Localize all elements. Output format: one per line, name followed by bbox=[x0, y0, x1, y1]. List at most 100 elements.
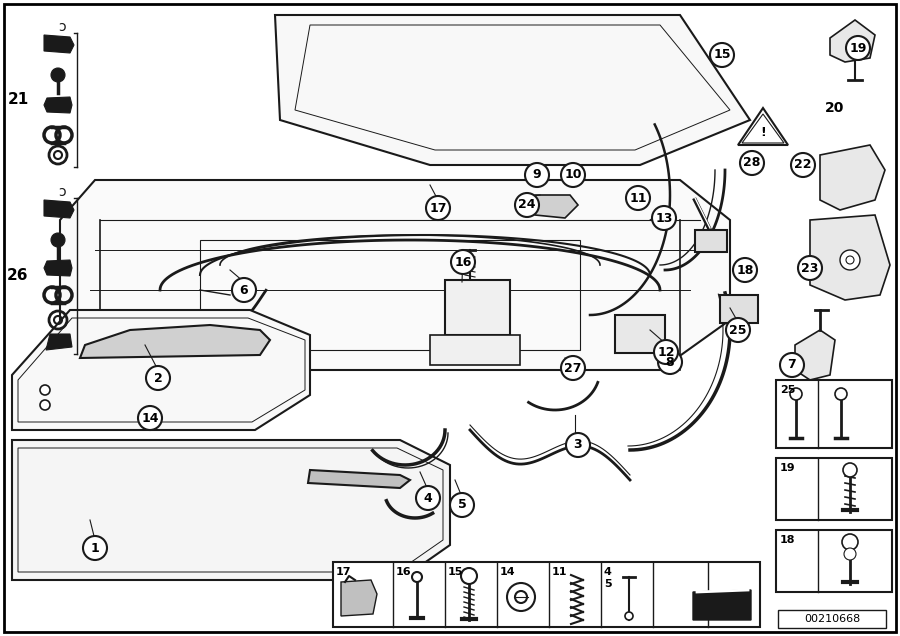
Text: 8: 8 bbox=[666, 356, 674, 368]
Circle shape bbox=[461, 568, 477, 584]
Polygon shape bbox=[275, 15, 750, 165]
Circle shape bbox=[654, 340, 678, 364]
Text: 4: 4 bbox=[424, 492, 432, 504]
Circle shape bbox=[561, 356, 585, 380]
Bar bbox=[776, 530, 892, 592]
Circle shape bbox=[451, 250, 475, 274]
Circle shape bbox=[416, 486, 440, 510]
Polygon shape bbox=[44, 97, 72, 113]
Circle shape bbox=[658, 350, 682, 374]
Circle shape bbox=[791, 153, 815, 177]
Circle shape bbox=[138, 406, 162, 430]
Circle shape bbox=[561, 163, 585, 187]
Text: 14: 14 bbox=[500, 567, 516, 577]
Circle shape bbox=[840, 250, 860, 270]
Text: 14: 14 bbox=[141, 411, 158, 424]
Text: 11: 11 bbox=[552, 567, 568, 577]
Text: !: ! bbox=[760, 127, 766, 139]
Circle shape bbox=[710, 43, 734, 67]
Text: 25: 25 bbox=[780, 385, 796, 395]
Circle shape bbox=[846, 256, 854, 264]
Text: 4
5: 4 5 bbox=[604, 567, 612, 588]
Circle shape bbox=[450, 493, 474, 517]
Bar bbox=[720, 295, 758, 323]
Polygon shape bbox=[830, 20, 875, 62]
Polygon shape bbox=[44, 35, 74, 53]
Text: 21: 21 bbox=[7, 92, 29, 107]
Circle shape bbox=[507, 583, 535, 611]
Circle shape bbox=[146, 366, 170, 390]
Text: 20: 20 bbox=[825, 101, 845, 115]
Circle shape bbox=[726, 318, 750, 342]
Circle shape bbox=[652, 206, 676, 230]
Text: ↄ: ↄ bbox=[58, 185, 66, 199]
Text: 22: 22 bbox=[794, 158, 812, 172]
Circle shape bbox=[625, 612, 633, 620]
Text: 28: 28 bbox=[743, 156, 760, 170]
Circle shape bbox=[515, 591, 527, 603]
Polygon shape bbox=[308, 470, 410, 488]
Text: 6: 6 bbox=[239, 284, 248, 296]
Text: 12: 12 bbox=[657, 345, 675, 359]
Circle shape bbox=[525, 163, 549, 187]
Text: 19: 19 bbox=[850, 41, 867, 55]
Bar bbox=[695, 230, 727, 252]
Circle shape bbox=[740, 151, 764, 175]
Circle shape bbox=[798, 256, 822, 280]
Circle shape bbox=[780, 353, 804, 377]
Circle shape bbox=[83, 536, 107, 560]
Polygon shape bbox=[12, 440, 450, 580]
Polygon shape bbox=[527, 195, 578, 218]
Text: 00210668: 00210668 bbox=[804, 614, 860, 624]
Text: 17: 17 bbox=[336, 567, 352, 577]
Text: 11: 11 bbox=[629, 191, 647, 205]
Bar bbox=[776, 458, 892, 520]
Circle shape bbox=[426, 196, 450, 220]
Circle shape bbox=[412, 572, 422, 582]
Circle shape bbox=[842, 534, 858, 550]
Circle shape bbox=[843, 463, 857, 477]
Text: 27: 27 bbox=[564, 361, 581, 375]
Text: ↄ: ↄ bbox=[58, 20, 66, 34]
Text: 1: 1 bbox=[91, 541, 99, 555]
Text: 19: 19 bbox=[780, 463, 796, 473]
Text: 2: 2 bbox=[154, 371, 162, 385]
Text: 5: 5 bbox=[457, 499, 466, 511]
Circle shape bbox=[232, 278, 256, 302]
Text: 15: 15 bbox=[713, 48, 731, 62]
Text: 24: 24 bbox=[518, 198, 536, 212]
Polygon shape bbox=[80, 325, 270, 358]
Polygon shape bbox=[693, 590, 751, 620]
Circle shape bbox=[835, 388, 847, 400]
Text: 7: 7 bbox=[788, 359, 796, 371]
Bar bbox=[333, 562, 760, 627]
Circle shape bbox=[515, 193, 539, 217]
Bar bbox=[778, 610, 886, 628]
Text: 16: 16 bbox=[454, 256, 472, 268]
Text: 25: 25 bbox=[729, 324, 747, 336]
Polygon shape bbox=[341, 580, 377, 616]
Circle shape bbox=[626, 186, 650, 210]
Text: 23: 23 bbox=[801, 261, 819, 275]
Circle shape bbox=[844, 548, 856, 560]
Circle shape bbox=[566, 433, 590, 457]
Text: 10: 10 bbox=[564, 169, 581, 181]
Bar bbox=[430, 335, 520, 365]
Polygon shape bbox=[12, 310, 310, 430]
Polygon shape bbox=[738, 108, 788, 145]
Bar bbox=[615, 315, 665, 353]
Circle shape bbox=[51, 68, 65, 82]
Text: 18: 18 bbox=[780, 535, 796, 545]
Text: 15: 15 bbox=[448, 567, 464, 577]
Polygon shape bbox=[820, 145, 885, 210]
Circle shape bbox=[733, 258, 757, 282]
Circle shape bbox=[40, 400, 50, 410]
Circle shape bbox=[40, 385, 50, 395]
Polygon shape bbox=[44, 260, 72, 276]
Text: 26: 26 bbox=[7, 268, 29, 284]
Circle shape bbox=[846, 36, 870, 60]
Polygon shape bbox=[810, 215, 890, 300]
Bar bbox=[445, 280, 510, 335]
Text: 13: 13 bbox=[655, 212, 672, 225]
Polygon shape bbox=[60, 180, 730, 370]
